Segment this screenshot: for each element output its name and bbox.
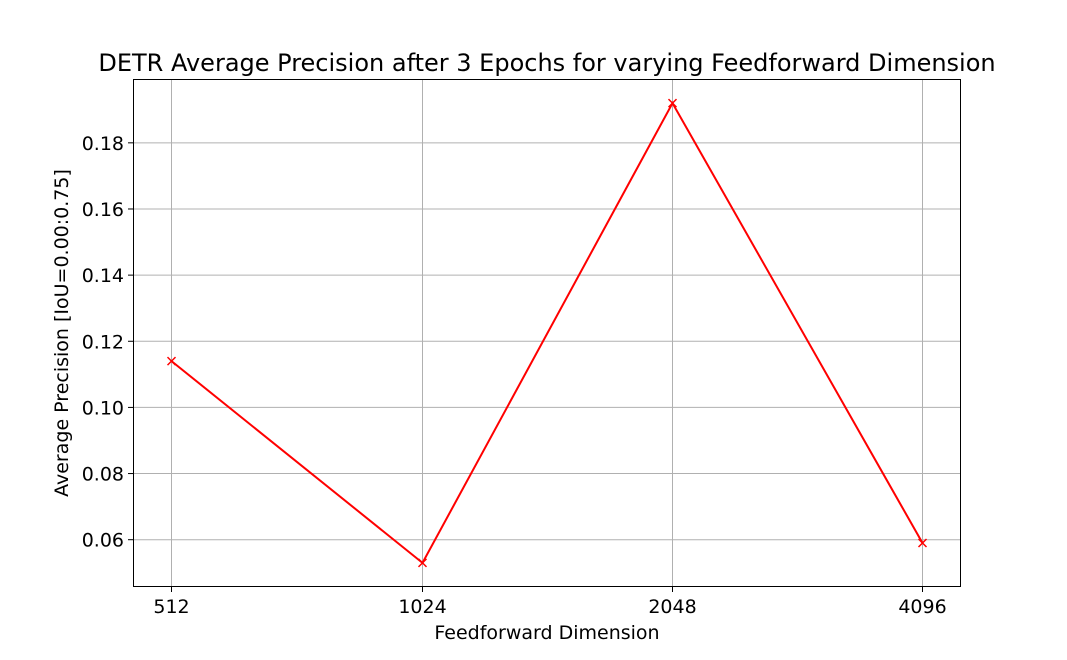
x-tick-label: 4096 [898,596,946,618]
grid [134,80,960,586]
x-tick-label: 512 [153,596,189,618]
data-point-marker [417,558,428,568]
y-tick-label: 0.08 [82,464,124,486]
y-tick-label: 0.10 [82,397,124,419]
x-tick-label: 1024 [398,596,446,618]
x-ticks: 512 1024 2048 4096 [153,586,947,618]
y-axis-label: Average Precision [IoU=0.00:0.75] [51,169,73,497]
chart-title: DETR Average Precision after 3 Epochs fo… [98,49,995,77]
data-point-marker [917,538,928,548]
series-layer [166,98,928,568]
y-tick-label: 0.12 [82,331,124,353]
data-point-marker [166,356,177,366]
marker-stroke [417,558,428,568]
y-tick-label: 0.18 [82,133,124,155]
y-ticks: 0.06 0.08 0.10 0.12 0.14 0.16 0.18 [82,133,134,552]
x-tick-label: 2048 [648,596,696,618]
y-tick-label: 0.14 [82,265,124,287]
y-tick-label: 0.16 [82,199,124,221]
data-point-marker [667,98,678,108]
x-axis-label: Feedforward Dimension [434,622,659,644]
y-tick-label: 0.06 [82,530,124,552]
marker-stroke [667,98,678,108]
marker-stroke [917,538,928,548]
plot-frame [133,79,961,587]
series-line [170,101,924,565]
marker-stroke [166,356,177,366]
